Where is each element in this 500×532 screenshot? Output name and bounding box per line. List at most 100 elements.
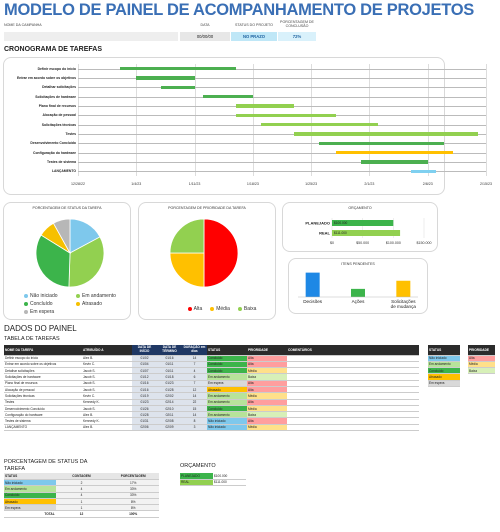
table-cell[interactable]: 15 — [182, 405, 207, 413]
table-cell[interactable]: Concluído — [207, 367, 247, 375]
table-cell[interactable]: Alex B. — [82, 424, 132, 432]
table-cell[interactable]: 01/11 — [157, 361, 182, 369]
gantt-bar[interactable] — [319, 141, 445, 146]
table-row[interactable]: Solicitações de hardware Jacob S. 01/12 01/… — [4, 373, 419, 381]
table-row[interactable]: Solicitações técnicas Kevin C. 01/19 02/02 1… — [4, 392, 419, 400]
table-row[interactable]: Testes de sistema Kennedy K. 01/31 02/08 8 Nã… — [4, 417, 419, 425]
table-cell[interactable]: Kennedy K. — [82, 417, 132, 425]
table-cell[interactable]: Atrasado — [207, 386, 247, 394]
pct-field[interactable]: 72% — [278, 32, 316, 41]
table-cell[interactable] — [287, 399, 419, 406]
table-row[interactable]: Alocação de pessoal Jacob S. 01/16 01/28 12 A… — [4, 386, 419, 394]
table-row[interactable]: Entrar em acordo sobre os objetivos Kevin… — [4, 361, 419, 369]
table-cell[interactable]: Solicitações de hardware — [4, 373, 82, 381]
table-cell[interactable]: 7 — [182, 361, 207, 369]
table-cell[interactable] — [287, 392, 419, 400]
table-cell[interactable]: Baixa — [247, 411, 287, 419]
table-cell[interactable]: Kevin C. — [82, 361, 132, 369]
gantt-bar[interactable] — [136, 76, 195, 80]
table-cell[interactable]: 14 — [182, 392, 207, 400]
gantt-bar[interactable] — [236, 104, 295, 108]
table-cell[interactable]: Não iniciado — [207, 424, 247, 432]
table-cell[interactable]: Média — [247, 367, 287, 375]
table-cell[interactable]: 8 — [182, 417, 207, 425]
table-cell[interactable]: Alex B. — [82, 355, 132, 362]
table-cell[interactable]: Não iniciado — [207, 417, 247, 425]
date-field[interactable]: 00/00/00 — [180, 32, 230, 41]
table-cell[interactable]: Detalhar solicitações — [4, 367, 82, 375]
table-cell[interactable]: 02/11 — [157, 411, 182, 419]
table-cell[interactable]: Alocação de pessoal — [4, 386, 82, 394]
table-cell[interactable]: 22 — [182, 399, 207, 406]
table-cell[interactable]: Desenvolvimento Concluído — [4, 405, 82, 413]
table-cell[interactable]: Plano final de recursos — [4, 380, 82, 388]
table-cell[interactable]: Alex B. — [82, 411, 132, 419]
table-cell[interactable]: 01/11 — [157, 367, 182, 375]
table-cell[interactable]: Em andamento — [207, 392, 247, 400]
table-cell[interactable]: 01/23 — [157, 380, 182, 388]
table-cell[interactable]: Jacob S. — [82, 367, 132, 375]
table-cell[interactable]: Jacob S. — [82, 405, 132, 413]
table-cell[interactable]: Testes — [4, 399, 82, 406]
table-cell[interactable]: Alta — [247, 355, 287, 362]
campaign-field[interactable] — [4, 32, 178, 41]
table-cell[interactable]: Alta — [247, 399, 287, 406]
table-cell[interactable]: Configuração do hardware — [4, 411, 82, 419]
table-cell[interactable]: 02/02 — [157, 392, 182, 400]
table-cell[interactable]: Testes de sistema — [4, 417, 82, 425]
table-row[interactable]: Configuração do hardware Alex B. 01/28 02/1… — [4, 411, 419, 419]
table-row[interactable]: Testes Kennedy K. 01/23 02/14 22 Em andamento… — [4, 399, 419, 406]
table-cell[interactable]: 01/23 — [132, 399, 157, 406]
table-cell[interactable]: 02/09 — [157, 424, 182, 432]
table-cell[interactable] — [287, 424, 419, 432]
table-cell[interactable]: Em andamento — [207, 411, 247, 419]
table-cell[interactable]: 01/28 — [132, 411, 157, 419]
table-cell[interactable]: 14 — [182, 355, 207, 362]
table-cell[interactable]: 02/08 — [157, 417, 182, 425]
table-cell[interactable]: Jacob S. — [82, 373, 132, 381]
table-row[interactable]: Plano final de recursos Jacob S. 01/16 01/2… — [4, 380, 419, 388]
table-cell[interactable]: Solicitações técnicas — [4, 392, 82, 400]
table-cell[interactable]: Média — [247, 392, 287, 400]
gantt-bar[interactable] — [236, 113, 337, 118]
table-cell[interactable]: 01/16 — [132, 380, 157, 388]
table-cell[interactable]: Alta — [247, 361, 287, 369]
gantt-bar[interactable] — [202, 94, 253, 99]
table-cell[interactable]: 01/19 — [132, 392, 157, 400]
table-cell[interactable]: 12 — [182, 386, 207, 394]
table-row[interactable]: LANÇAMENTO Alex B. 02/06 02/09 3 Não iniciado… — [4, 424, 419, 432]
table-cell[interactable]: Entrar em acordo sobre os objetivos — [4, 361, 82, 369]
table-cell[interactable]: 3 — [182, 424, 207, 432]
gantt-bar[interactable] — [411, 169, 437, 174]
table-cell[interactable] — [287, 386, 419, 394]
table-cell[interactable]: 6 — [182, 373, 207, 381]
table-cell[interactable]: Jacob S. — [82, 380, 132, 388]
table-cell[interactable]: 01/26 — [132, 405, 157, 413]
table-cell[interactable]: 01/04 — [132, 361, 157, 369]
table-cell[interactable]: 01/16 — [157, 355, 182, 362]
table-cell[interactable]: 4 — [182, 367, 207, 375]
table-cell[interactable]: 01/16 — [132, 386, 157, 394]
table-cell[interactable]: LANÇAMENTO — [4, 424, 82, 432]
table-cell[interactable]: Concluído — [207, 355, 247, 362]
table-cell[interactable]: 01/18 — [157, 373, 182, 381]
table-cell[interactable] — [287, 411, 419, 419]
gantt-bar[interactable] — [336, 150, 453, 155]
table-cell[interactable]: 02/06 — [132, 424, 157, 432]
table-cell[interactable]: Alta — [247, 417, 287, 425]
table-cell[interactable]: Em espera — [207, 380, 247, 388]
table-row[interactable]: Definir escopo do início Alex B. 01/02 01/1… — [4, 355, 419, 362]
table-cell[interactable]: 02/14 — [157, 399, 182, 406]
table-cell[interactable]: Definir escopo do início — [4, 355, 82, 362]
table-cell[interactable]: 01/02 — [132, 355, 157, 362]
table-cell[interactable]: Kevin C. — [82, 392, 132, 400]
gantt-bar[interactable] — [294, 132, 478, 136]
gantt-bar[interactable] — [261, 122, 378, 127]
table-cell[interactable]: Baixa — [247, 373, 287, 381]
table-cell[interactable]: Jacob S. — [82, 386, 132, 394]
table-cell[interactable] — [287, 367, 419, 375]
table-cell[interactable]: 7 — [182, 380, 207, 388]
table-cell[interactable]: Concluído — [207, 405, 247, 413]
table-cell[interactable] — [287, 380, 419, 388]
table-cell[interactable]: Média — [247, 424, 287, 432]
